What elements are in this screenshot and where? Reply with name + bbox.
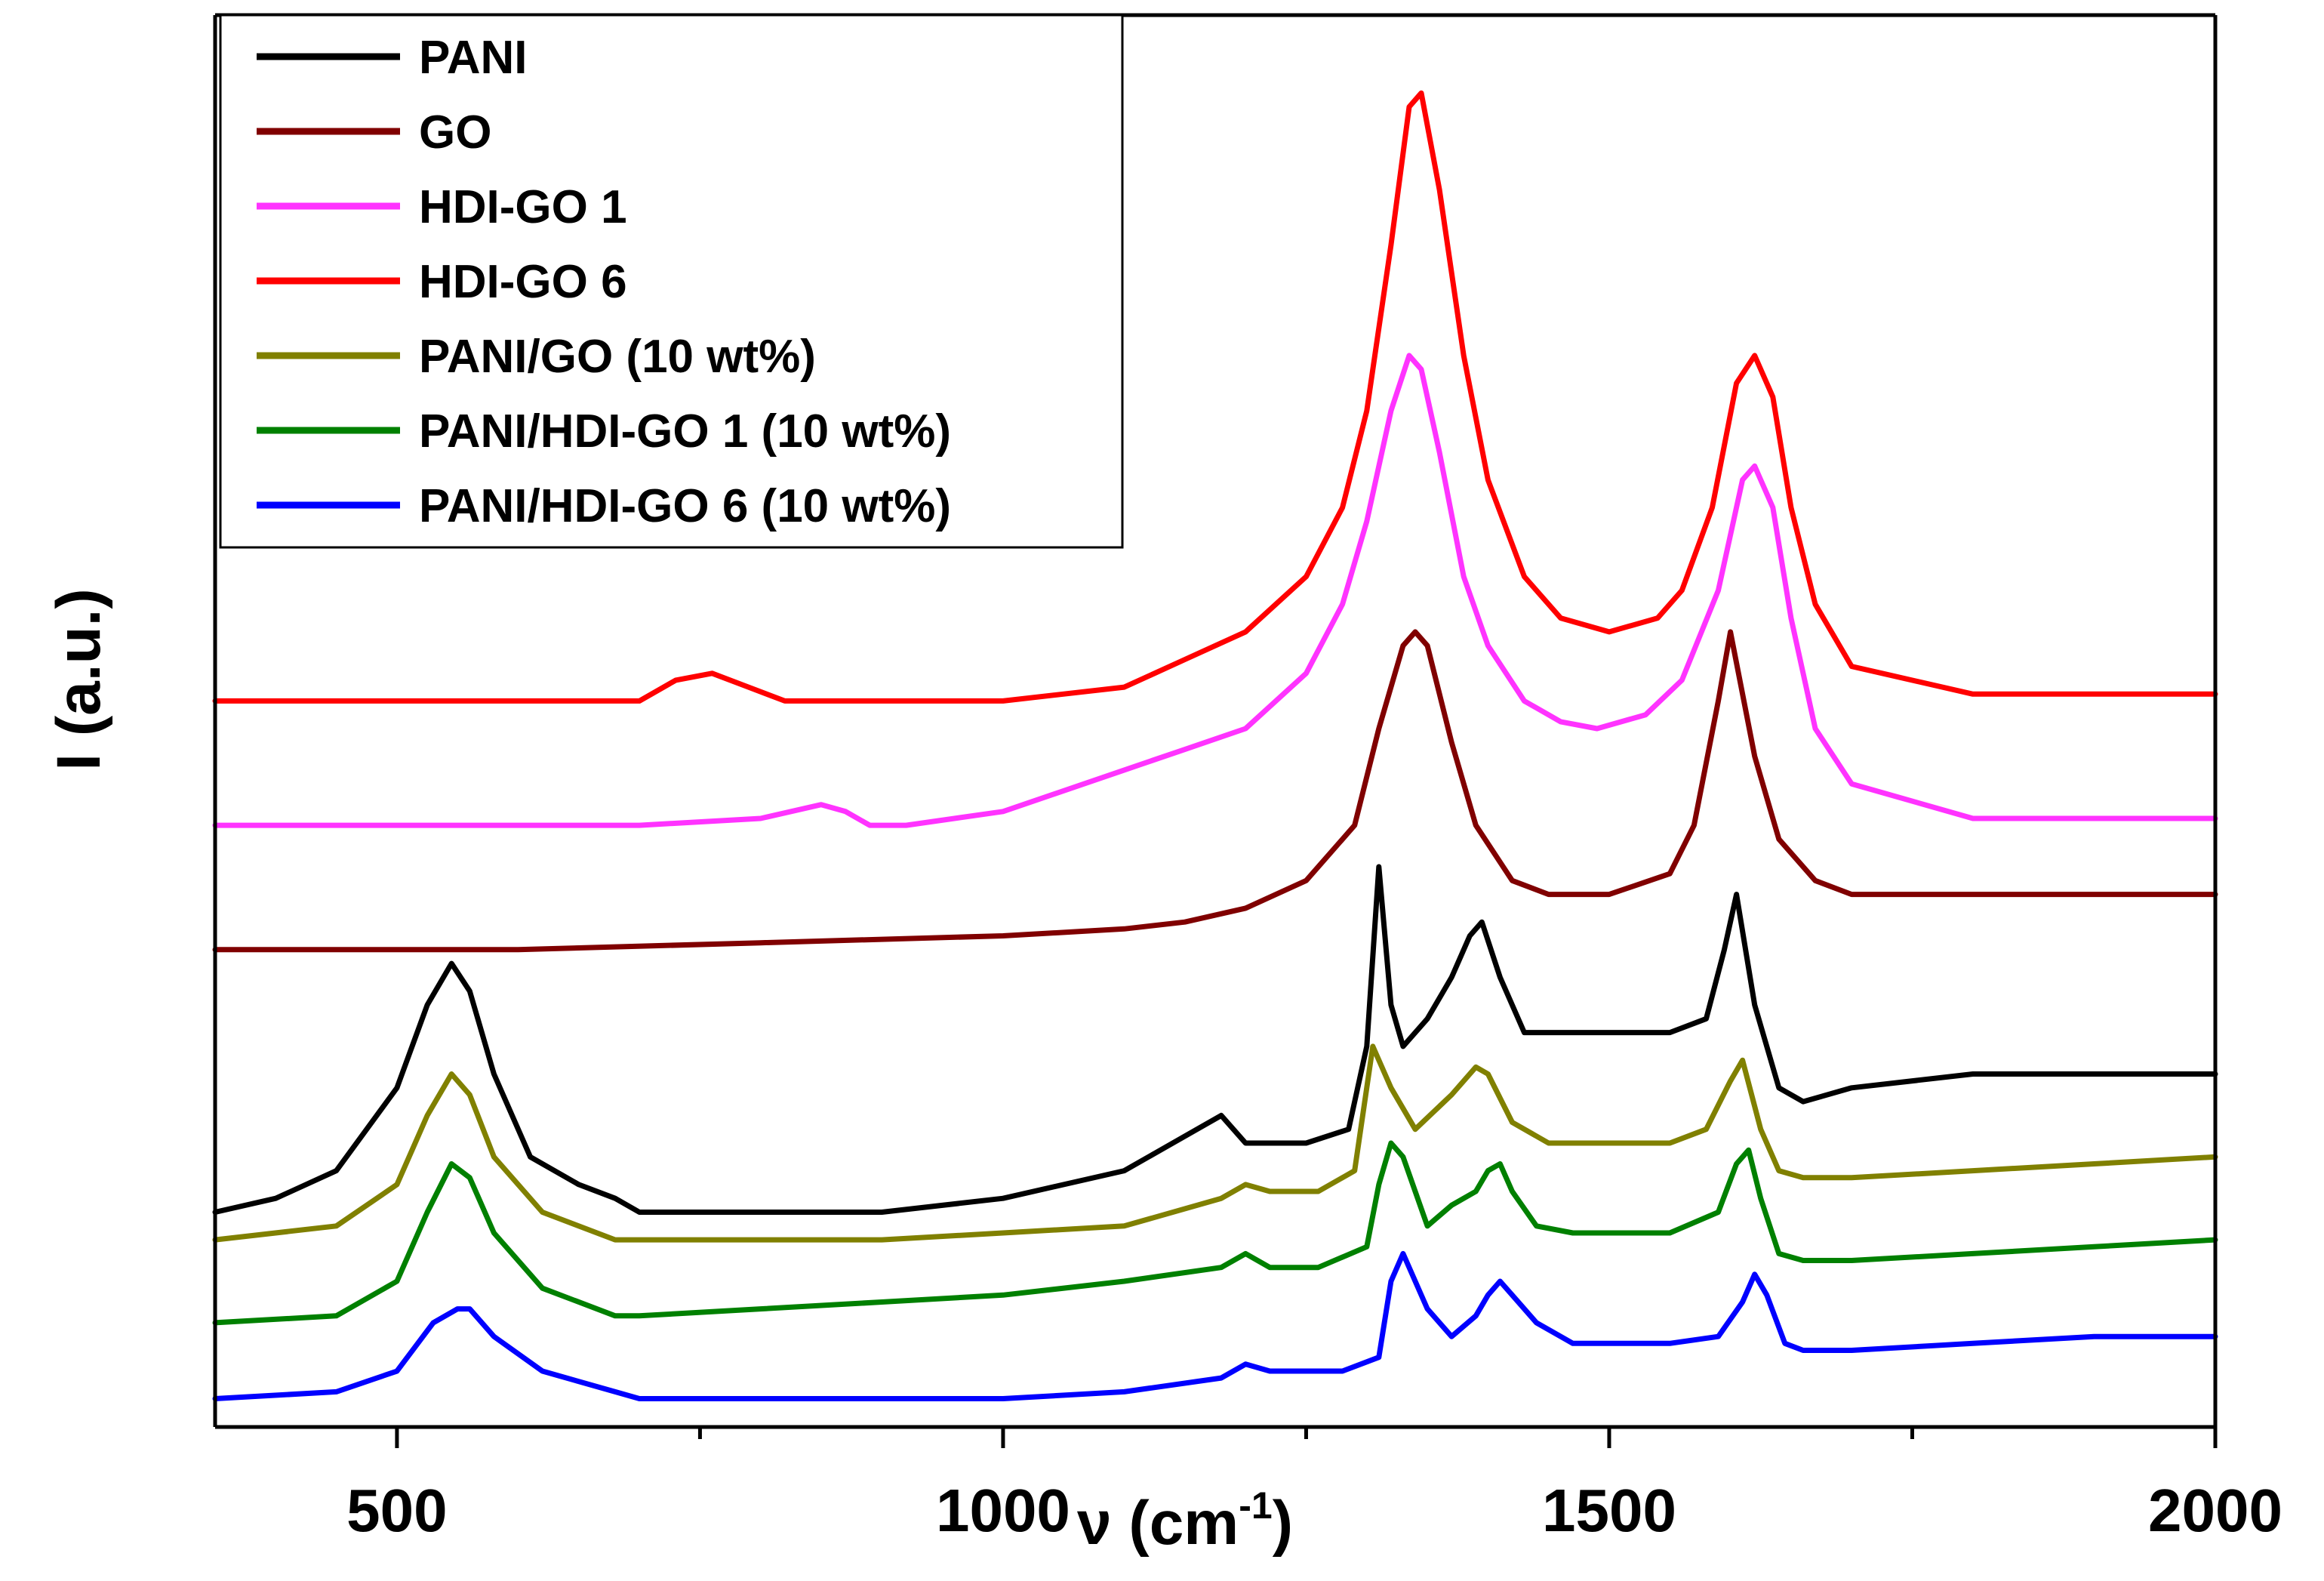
x-tick-label: 1000 [936,1477,1070,1544]
x-tick-labels: 500 1000 1500 2000 [346,1477,2282,1544]
legend-items: PANI GO HDI-GO 1 HDI-GO 6 PANI/GO (10 wt%) PA… [257,32,951,532]
series-line-pani-hdi-go-6-10-wt [212,1250,2218,1401]
tick-marks [395,1427,2218,1448]
legend: PANI GO HDI-GO 1 HDI-GO 6 PANI/GO (10 wt%) PA… [219,14,1124,549]
series-line-hdi-go-1 [212,353,2218,828]
series-lines [212,90,2218,1401]
legend-label-pani-hdi-go-6-10-wt: PANI/HDI-GO 6 (10 wt%) [419,480,951,532]
x-tick-label: 1500 [1542,1477,1676,1544]
series-line-pani-hdi-go-1-10-wt [212,1140,2218,1326]
x-axis-title: ν (cm-1) [1077,1484,1293,1558]
x-tick-label: 2000 [2148,1477,2282,1544]
x-axis-title-base: ν (cm [1077,1489,1239,1558]
legend-label-pani: PANI [419,32,528,84]
series-line-go [212,629,2218,953]
series-line-hdi-go-6 [212,90,2218,704]
series-line-pani-go-10-wt [212,1043,2218,1243]
series-line-pani [212,864,2218,1215]
legend-label-hdi-go-1: HDI-GO 1 [419,181,627,233]
legend-label-pani-go-10-wt: PANI/GO (10 wt%) [419,331,816,383]
y-axis-title: I (a.u.) [45,588,113,770]
x-tick-label: 500 [346,1477,447,1544]
legend-label-go: GO [419,106,491,159]
x-axis-title-close: ) [1273,1489,1293,1558]
x-axis-title-superscript: -1 [1239,1484,1272,1527]
legend-label-pani-hdi-go-1-10-wt: PANI/HDI-GO 1 (10 wt%) [419,405,951,458]
legend-label-hdi-go-6: HDI-GO 6 [419,256,627,308]
